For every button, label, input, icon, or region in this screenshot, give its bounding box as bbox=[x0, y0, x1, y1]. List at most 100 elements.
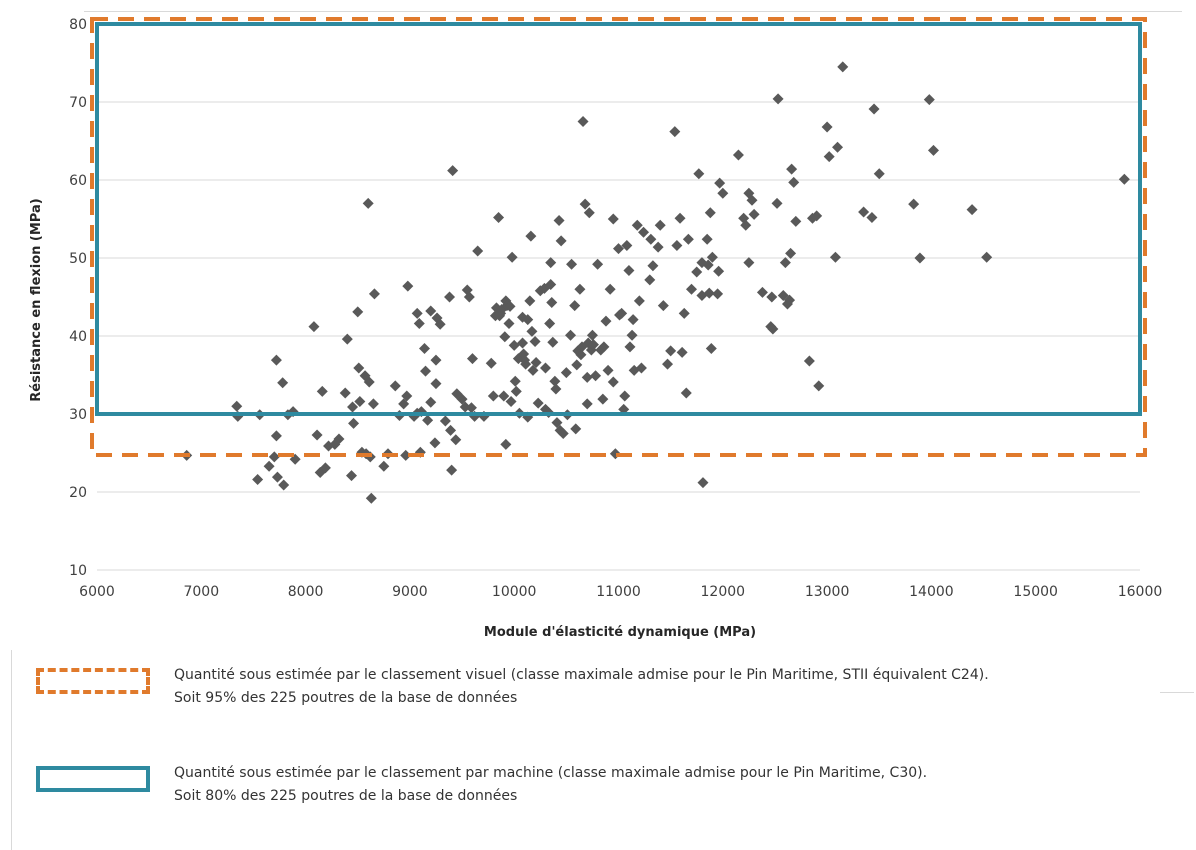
data-point bbox=[389, 380, 401, 392]
data-point bbox=[592, 258, 604, 270]
data-point bbox=[550, 383, 562, 395]
orange-dashed-region bbox=[90, 17, 1147, 457]
data-point bbox=[520, 358, 532, 370]
data-point bbox=[378, 460, 390, 472]
data-point bbox=[466, 353, 478, 365]
data-point bbox=[621, 240, 633, 252]
data-point bbox=[352, 306, 364, 318]
data-point bbox=[626, 329, 638, 341]
data-point bbox=[607, 213, 619, 225]
data-point bbox=[362, 197, 374, 209]
data-point bbox=[766, 291, 778, 303]
data-point bbox=[577, 116, 589, 127]
data-point bbox=[411, 307, 423, 319]
data-point bbox=[445, 424, 457, 436]
data-point bbox=[701, 233, 713, 245]
data-point bbox=[365, 492, 377, 504]
data-point bbox=[714, 177, 726, 189]
data-point bbox=[231, 400, 243, 412]
x-tick-label: 12000 bbox=[701, 584, 746, 600]
data-point bbox=[786, 163, 798, 175]
data-point bbox=[333, 433, 345, 445]
data-point bbox=[717, 187, 729, 199]
data-point bbox=[914, 252, 926, 264]
legend-text-visual: Quantité sous estimée par le classement … bbox=[174, 664, 989, 710]
data-point bbox=[557, 428, 569, 439]
legend-visual-line2: Soit 95% des 225 poutres de la base de d… bbox=[174, 690, 518, 706]
data-point bbox=[252, 474, 264, 486]
data-point bbox=[402, 280, 414, 292]
data-point bbox=[788, 176, 800, 188]
data-point bbox=[616, 307, 628, 319]
data-point bbox=[546, 296, 558, 308]
data-point bbox=[277, 377, 289, 389]
data-point bbox=[308, 321, 320, 333]
data-point bbox=[263, 460, 275, 472]
data-point bbox=[691, 266, 703, 278]
data-point bbox=[866, 211, 878, 223]
legend-item-machine-grading: Quantité sous estimée par le classement … bbox=[36, 762, 927, 808]
data-point bbox=[590, 370, 602, 382]
y-tick-label: 60 bbox=[69, 173, 87, 189]
data-point bbox=[472, 245, 484, 257]
data-point bbox=[602, 364, 614, 376]
data-point bbox=[339, 387, 351, 399]
data-point bbox=[813, 380, 825, 392]
data-point bbox=[493, 211, 505, 223]
data-point bbox=[712, 288, 724, 300]
data-point bbox=[579, 198, 591, 210]
data-point bbox=[581, 371, 593, 383]
teal-solid-region bbox=[95, 22, 1142, 416]
data-point bbox=[674, 212, 686, 224]
data-point bbox=[654, 219, 666, 231]
data-point bbox=[347, 401, 359, 413]
x-tick-label: 8000 bbox=[288, 584, 324, 600]
data-point bbox=[571, 359, 583, 371]
data-point bbox=[583, 207, 595, 219]
data-point bbox=[400, 449, 412, 461]
data-point bbox=[706, 251, 718, 263]
data-point bbox=[419, 342, 431, 354]
scatter-chart: 10 20 30 40 50 60 70 80 6000 7000 8000 9000 10000 110… bbox=[29, 17, 1162, 640]
data-point bbox=[422, 414, 434, 426]
x-tick-label: 6000 bbox=[79, 584, 115, 600]
data-point bbox=[439, 415, 451, 427]
data-point bbox=[401, 390, 413, 402]
data-point bbox=[487, 390, 499, 402]
data-point bbox=[966, 204, 978, 216]
x-tick-label: 7000 bbox=[183, 584, 219, 600]
data-point bbox=[837, 61, 849, 73]
data-point bbox=[345, 470, 357, 482]
legend-item-visual-grading: Quantité sous estimée par le classement … bbox=[36, 664, 989, 710]
data-point bbox=[581, 398, 593, 410]
data-point bbox=[569, 300, 581, 312]
data-point bbox=[732, 149, 744, 161]
data-point bbox=[270, 354, 282, 366]
frame-right-mark bbox=[1160, 692, 1194, 693]
data-point bbox=[678, 307, 690, 319]
data-point bbox=[420, 365, 432, 377]
data-point bbox=[268, 451, 280, 463]
data-point bbox=[530, 357, 542, 369]
data-point bbox=[413, 318, 425, 330]
data-point bbox=[508, 339, 520, 351]
data-point bbox=[570, 423, 582, 435]
data-point bbox=[271, 471, 283, 483]
data-point bbox=[367, 398, 379, 410]
data-point bbox=[652, 241, 664, 253]
data-point bbox=[821, 121, 833, 133]
frame-top-border bbox=[84, 11, 1182, 12]
data-point bbox=[363, 376, 375, 388]
y-tick-label: 80 bbox=[69, 17, 87, 33]
data-point bbox=[430, 378, 442, 390]
data-point bbox=[316, 385, 328, 397]
data-point bbox=[525, 230, 537, 242]
data-point bbox=[529, 335, 541, 347]
data-point bbox=[517, 337, 529, 349]
data-point bbox=[500, 438, 512, 450]
data-point bbox=[829, 251, 841, 263]
data-point bbox=[524, 295, 536, 307]
data-point bbox=[811, 210, 823, 222]
data-point bbox=[756, 286, 768, 298]
data-point bbox=[547, 336, 559, 348]
